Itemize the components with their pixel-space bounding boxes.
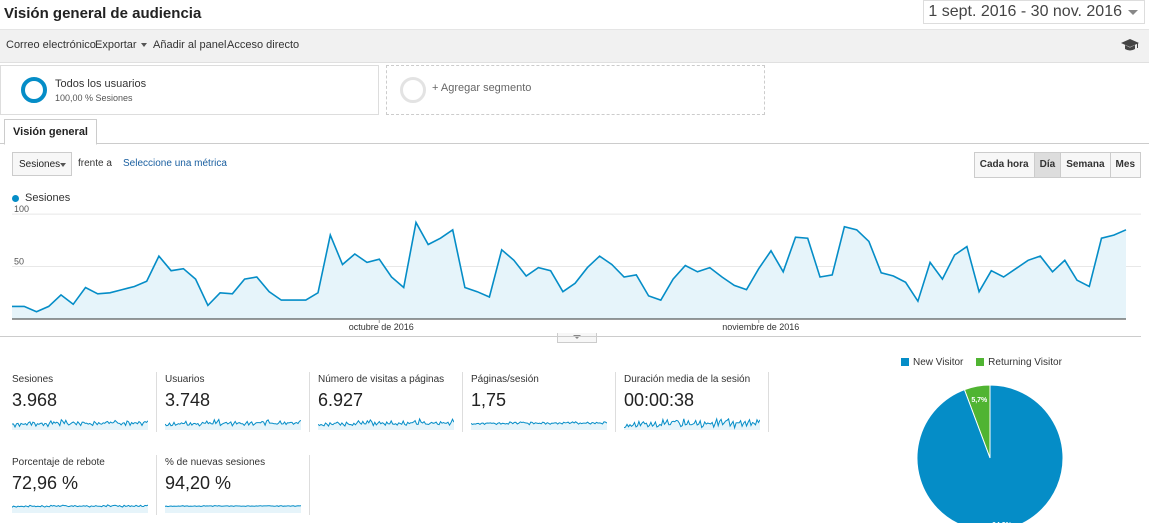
date-range-picker[interactable]: 1 sept. 2016 - 30 nov. 2016 — [923, 0, 1145, 24]
visitor-pie-chart: 5,7%94,3% — [916, 385, 1064, 523]
metric-tile[interactable]: Porcentaje de rebote 72,96 % — [12, 457, 156, 519]
metric-value: 1,75 — [471, 390, 507, 410]
metric-label: Páginas/sesión — [471, 374, 539, 385]
metric-sparkline — [471, 421, 607, 430]
segment-ring-icon — [21, 77, 47, 103]
metric-value: 00:00:38 — [624, 390, 695, 410]
metric-value: 3.748 — [165, 390, 211, 410]
pie-legend-new: New Visitor — [913, 357, 964, 368]
metric-sparkline — [165, 418, 301, 430]
empty-segment-ring-icon — [400, 77, 426, 103]
granularity-day[interactable]: Día — [1033, 153, 1061, 177]
sparkline-area — [165, 505, 301, 513]
add-segment-label: + Agregar segmento — [432, 82, 532, 94]
metric-sparkline — [165, 505, 301, 513]
y-tick-label: 100 — [14, 204, 29, 214]
sparkline-line — [471, 421, 607, 426]
chevron-down-icon — [60, 163, 66, 167]
sparkline-line — [624, 417, 760, 430]
granularity-toggle: Cada hora Día Semana Mes — [973, 152, 1141, 178]
email-button[interactable]: Correo electrónico — [6, 39, 96, 51]
segment-sub: 100,00 % Sesiones — [55, 93, 133, 103]
metric-tile[interactable]: Usuarios 3.748 — [165, 374, 309, 436]
date-range-label: 1 sept. 2016 - 30 nov. 2016 — [928, 3, 1122, 20]
series-area — [12, 222, 1126, 319]
metric-select-label: Sesiones — [19, 159, 61, 170]
metric-separator — [156, 372, 157, 432]
pie-legend-returning: Returning Visitor — [988, 357, 1062, 368]
granularity-week[interactable]: Semana — [1060, 153, 1110, 177]
select-metric-link[interactable]: Seleccione una métrica — [123, 158, 227, 169]
add-segment-button[interactable]: + Agregar segmento — [386, 65, 765, 115]
collapse-chart-button[interactable] — [557, 333, 597, 343]
pie-slice — [916, 385, 1064, 523]
metric-separator — [309, 372, 310, 432]
chevron-down-icon — [140, 43, 147, 48]
sparkline-area — [624, 418, 760, 430]
sparkline-line — [165, 505, 301, 508]
chart-divider — [0, 336, 1141, 337]
sparkline-line — [12, 504, 148, 508]
segment-all-users[interactable]: Todos los usuarios 100,00 % Sesiones — [0, 65, 379, 115]
legend-label: Sesiones — [25, 192, 71, 204]
chart-legend: Sesiones — [12, 192, 70, 204]
metric-value: 94,20 % — [165, 473, 232, 493]
export-button[interactable]: Exportar — [95, 39, 147, 51]
metric-label: Usuarios — [165, 374, 205, 385]
metric-label: Sesiones — [12, 374, 54, 385]
page-title: Visión general de audiencia — [4, 5, 202, 22]
sparkline-line — [165, 418, 301, 427]
metric-separator — [615, 372, 616, 432]
metric-value: 3.968 — [12, 390, 58, 410]
add-to-dashboard-button[interactable]: Añadir al panel — [153, 39, 227, 51]
legend-dot-icon — [12, 194, 19, 202]
versus-label: frente a — [78, 158, 112, 169]
metric-select[interactable]: Sesiones — [12, 152, 72, 176]
granularity-hourly[interactable]: Cada hora — [974, 153, 1034, 177]
returning-visitor-swatch — [976, 358, 985, 367]
metric-value: 6.927 — [318, 390, 364, 410]
series-line — [12, 220, 1127, 313]
metric-tile[interactable]: Sesiones 3.968 — [12, 374, 156, 436]
pie-legend: New Visitor Returning Visitor — [901, 357, 1062, 368]
sparkline-line — [12, 418, 148, 429]
metric-sparkline — [12, 418, 148, 430]
x-tick-label: octubre de 2016 — [349, 322, 414, 332]
metric-tile[interactable]: Duración media de la sesión 00:00:38 — [624, 374, 768, 436]
metric-sparkline — [624, 417, 760, 430]
shortcut-button[interactable]: Acceso directo — [227, 39, 300, 51]
x-tick-label: noviembre de 2016 — [722, 322, 799, 332]
segment-name: Todos los usuarios — [55, 78, 147, 90]
sessions-line-chart: 50 100 octubre de 2016 noviembre de 2016 — [12, 204, 1141, 332]
sparkline-area — [12, 504, 148, 513]
pie-slice-label: 5,7% — [971, 397, 988, 404]
metric-separator — [462, 372, 463, 432]
sparkline-area — [471, 421, 607, 430]
export-label: Exportar — [95, 39, 137, 51]
y-tick-label: 50 — [14, 257, 24, 267]
toolbar: Correo electrónico Exportar Añadir al pa… — [0, 29, 1149, 63]
metric-separator — [768, 372, 769, 432]
graduation-cap-icon[interactable] — [1121, 38, 1139, 52]
metric-sparkline — [12, 504, 148, 513]
sparkline-line — [318, 417, 454, 428]
metric-label: Número de visitas a páginas — [318, 374, 445, 385]
metric-tile[interactable]: Número de visitas a páginas 6.927 — [318, 374, 462, 436]
chevron-down-icon — [1128, 10, 1138, 15]
metric-separator — [309, 455, 310, 515]
metric-sparkline — [318, 417, 454, 430]
tab-divider — [0, 143, 1149, 144]
metric-tile[interactable]: Páginas/sesión 1,75 — [471, 374, 615, 436]
metric-separator — [156, 455, 157, 515]
new-visitor-swatch — [901, 358, 909, 367]
tab-overview[interactable]: Visión general — [4, 119, 97, 145]
metric-label: Duración media de la sesión — [624, 374, 751, 385]
chevron-down-icon — [573, 335, 581, 339]
granularity-month[interactable]: Mes — [1109, 153, 1140, 177]
metric-label: Porcentaje de rebote — [12, 457, 105, 468]
metric-tile[interactable]: % de nuevas sesiones 94,20 % — [165, 457, 309, 519]
metric-label: % de nuevas sesiones — [165, 457, 266, 468]
metric-value: 72,96 % — [12, 473, 79, 493]
